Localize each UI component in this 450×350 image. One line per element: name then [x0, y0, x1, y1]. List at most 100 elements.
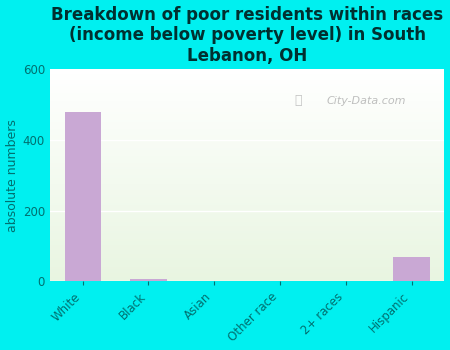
Bar — [50, 175, 445, 177]
Bar — [50, 224, 445, 226]
Bar — [50, 262, 445, 265]
Bar — [50, 139, 445, 141]
Bar — [50, 273, 445, 275]
Bar — [50, 279, 445, 281]
Bar — [50, 216, 445, 218]
Bar — [50, 171, 445, 173]
Bar — [50, 103, 445, 105]
Bar — [50, 159, 445, 161]
Bar — [50, 165, 445, 167]
Bar — [50, 252, 445, 254]
Bar — [50, 131, 445, 133]
Bar — [130, 279, 166, 281]
Bar — [50, 78, 445, 80]
Text: ⓘ: ⓘ — [295, 94, 302, 107]
Bar — [50, 188, 445, 190]
Text: City-Data.com: City-Data.com — [326, 96, 405, 106]
Bar — [50, 82, 445, 84]
Bar — [50, 97, 445, 99]
Bar — [50, 125, 445, 127]
Bar — [50, 250, 445, 252]
Bar — [50, 247, 445, 250]
Bar — [50, 105, 445, 108]
Bar — [50, 229, 445, 231]
Bar — [50, 186, 445, 188]
Bar — [50, 101, 445, 103]
Bar — [50, 167, 445, 169]
Bar — [50, 226, 445, 229]
Bar — [50, 275, 445, 277]
Bar — [50, 203, 445, 205]
Bar — [50, 93, 445, 95]
Bar — [50, 141, 445, 144]
Bar — [50, 84, 445, 86]
Bar — [50, 95, 445, 97]
Bar — [50, 269, 445, 271]
Bar — [50, 243, 445, 245]
Bar — [50, 211, 445, 214]
Bar — [50, 108, 445, 110]
Bar — [50, 137, 445, 139]
Bar — [50, 150, 445, 152]
Bar — [50, 116, 445, 118]
Bar — [50, 118, 445, 120]
Bar — [50, 207, 445, 209]
Bar — [50, 76, 445, 78]
Bar — [50, 220, 445, 222]
Bar — [50, 197, 445, 199]
Bar — [65, 112, 101, 281]
Bar — [50, 173, 445, 175]
Bar — [50, 169, 445, 171]
Bar — [50, 72, 445, 74]
Bar — [50, 129, 445, 131]
Bar — [50, 146, 445, 148]
Bar — [50, 277, 445, 279]
Bar — [50, 267, 445, 269]
Bar — [50, 258, 445, 260]
Bar — [50, 91, 445, 93]
Bar — [50, 190, 445, 192]
Bar — [50, 122, 445, 125]
Bar — [393, 257, 430, 281]
Bar — [50, 180, 445, 182]
Bar — [50, 256, 445, 258]
Bar — [50, 112, 445, 114]
Bar — [50, 218, 445, 220]
Bar — [50, 74, 445, 76]
Bar — [50, 89, 445, 91]
Bar — [50, 241, 445, 243]
Bar — [50, 254, 445, 256]
Bar — [50, 182, 445, 184]
Bar — [50, 86, 445, 89]
Bar — [50, 177, 445, 180]
Bar — [50, 199, 445, 201]
Bar — [50, 260, 445, 262]
Bar — [50, 135, 445, 137]
Bar — [50, 127, 445, 129]
Bar — [50, 148, 445, 150]
Bar — [50, 154, 445, 156]
Bar — [50, 144, 445, 146]
Bar — [50, 271, 445, 273]
Bar — [50, 70, 445, 72]
Bar — [50, 265, 445, 267]
Y-axis label: absolute numbers: absolute numbers — [5, 119, 18, 232]
Bar — [50, 120, 445, 122]
Bar — [50, 195, 445, 197]
Bar — [50, 161, 445, 163]
Bar — [50, 214, 445, 216]
Bar — [50, 205, 445, 207]
Bar — [50, 235, 445, 237]
Bar — [50, 193, 445, 195]
Bar — [50, 233, 445, 235]
Bar — [50, 99, 445, 101]
Bar — [50, 239, 445, 241]
Bar — [50, 110, 445, 112]
Bar — [50, 245, 445, 247]
Bar — [50, 209, 445, 211]
Bar — [50, 237, 445, 239]
Bar — [50, 156, 445, 159]
Title: Breakdown of poor residents within races
(income below poverty level) in South
L: Breakdown of poor residents within races… — [51, 6, 443, 65]
Bar — [50, 133, 445, 135]
Bar — [50, 184, 445, 186]
